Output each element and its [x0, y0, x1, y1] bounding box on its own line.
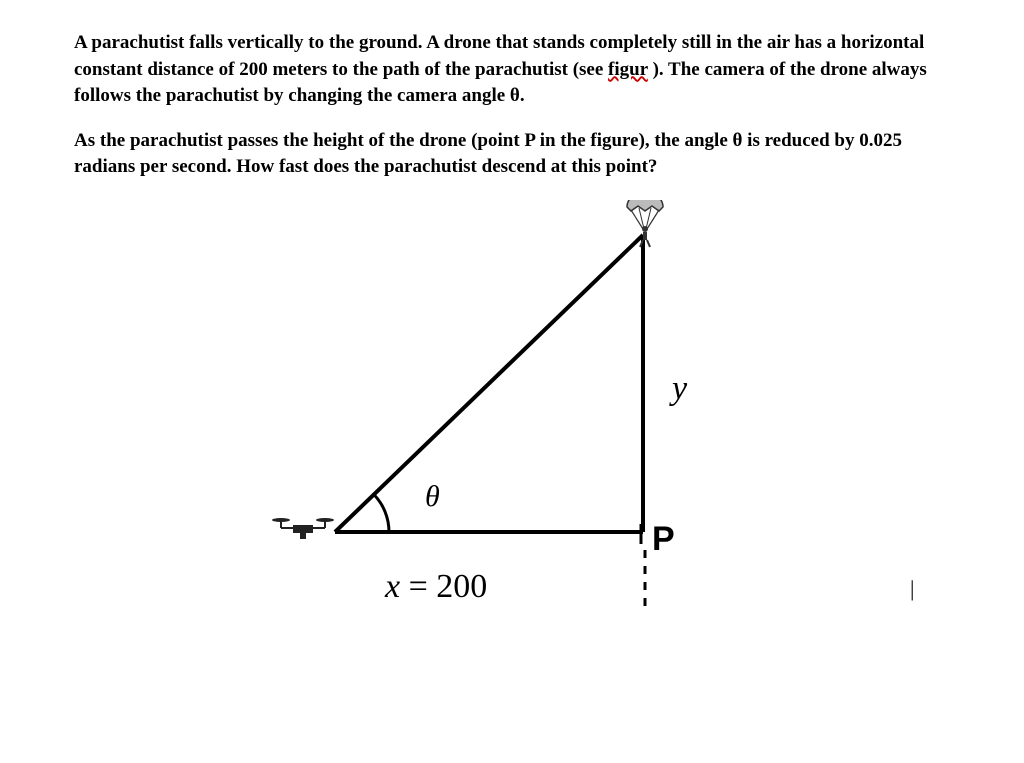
- label-x-var: x: [385, 568, 400, 605]
- diagram-container: θ P y x = 200 |: [0, 200, 1024, 620]
- problem-paragraph-2: As the parachutist passes the height of …: [74, 128, 950, 181]
- triangle-hypotenuse: [335, 235, 643, 532]
- label-theta: θ: [425, 480, 440, 514]
- label-point-p: P: [652, 520, 675, 559]
- label-y: y: [672, 370, 687, 408]
- problem-paragraph-1: A parachutist falls vertically to the gr…: [74, 30, 950, 110]
- angle-arc: [374, 495, 389, 532]
- label-x-equation: x = 200: [385, 568, 487, 606]
- parachute-icon: [627, 200, 663, 247]
- triangle-diagram: [0, 200, 1024, 620]
- text-cursor: |: [910, 576, 914, 602]
- drone-icon: [272, 518, 334, 539]
- label-x-value: = 200: [400, 568, 487, 605]
- figur-link: figur: [608, 59, 648, 80]
